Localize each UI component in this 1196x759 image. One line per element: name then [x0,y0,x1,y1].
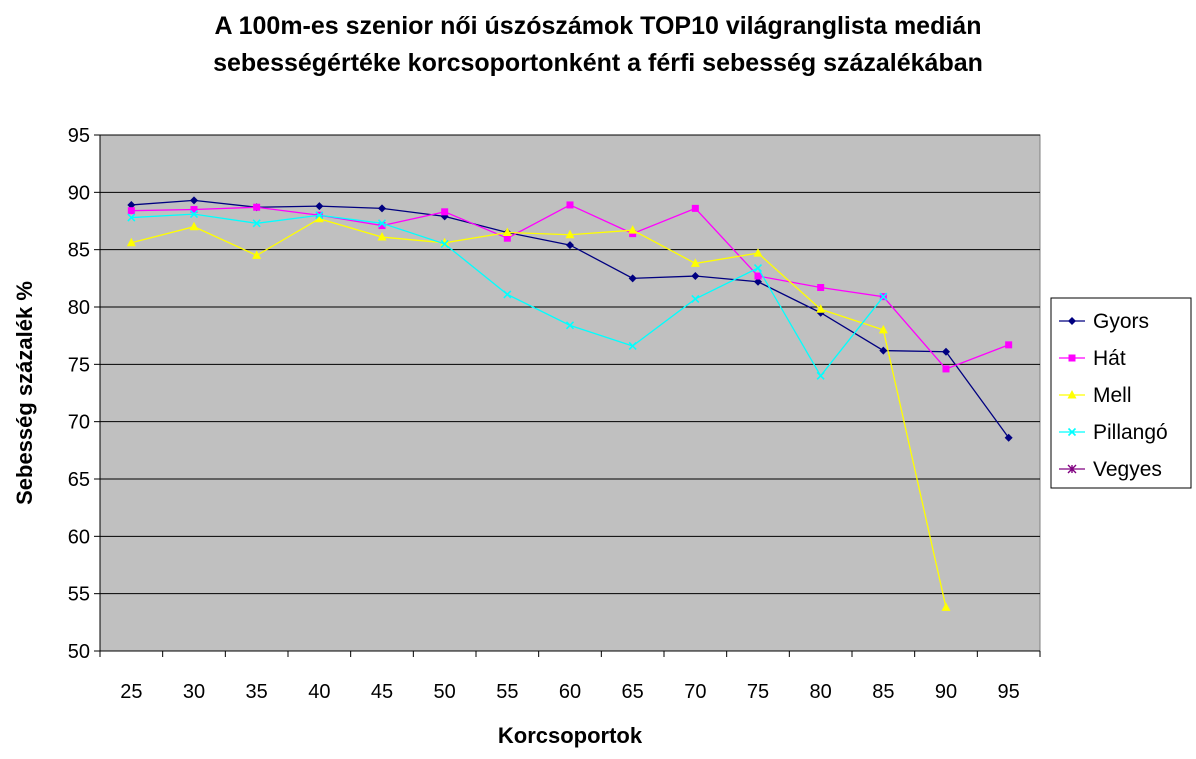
series-mell-point [126,237,136,247]
legend-gyors-point [1068,317,1076,325]
legend-mell-point [1067,390,1077,399]
y-tick-label: 80 [68,297,90,319]
x-tick-label: 60 [559,681,581,703]
series-pillang--point [252,219,261,228]
series-gyors-point [754,277,762,286]
legend-h-t-label: Hát [1093,347,1126,370]
series-gyors-point [127,200,136,209]
series-pillang--point [753,263,763,273]
x-tick-label: 35 [246,681,268,703]
series-pillang--point [879,292,888,301]
series-pillang--point [503,290,512,299]
series-h-t-point [378,222,386,230]
x-tick-label: 65 [622,681,644,703]
series-gyors-point [1004,433,1013,442]
series-mell-point [941,602,951,611]
series-h-t-point [253,203,261,211]
series-mell-line [131,218,947,608]
x-tick-label: 40 [308,681,330,703]
series-mell-point [816,304,826,313]
series-pillang--point [189,210,199,219]
y-tick-label: 65 [68,469,90,491]
series-mell-point [189,221,199,231]
x-tick-label: 70 [684,681,706,703]
y-tick-label: 50 [68,641,90,663]
series-pillang--point [440,239,449,248]
x-tick-label: 85 [872,681,894,703]
x-tick-label: 80 [810,681,832,703]
series-pillang--point [816,371,825,380]
series-h-t-point [503,234,511,242]
x-tick-label: 75 [747,681,769,703]
series-gyors-point [628,274,637,283]
y-tick-label: 55 [68,584,90,606]
chart-title-line-2: sebességértéke korcsoportonként a férfi … [213,49,983,77]
chart-title: A 100m-es szenior női úszószámok TOP10 v… [0,8,1196,82]
series-pillang--point [315,211,324,220]
x-tick-label: 30 [183,681,205,703]
series-pillang--point [691,294,700,304]
series-mell-point [628,225,638,234]
y-tick-label: 60 [68,526,90,548]
y-tick-label: 95 [68,125,90,147]
series-h-t-point [754,272,762,280]
series-pillang--point [628,341,637,351]
legend-h-t-point [1068,354,1076,362]
legend-pillang--point [1067,427,1077,437]
y-tick-label: 90 [68,182,90,204]
series-mell-point [314,213,324,223]
x-tick-label: 90 [935,681,957,703]
x-tick-label: 25 [120,681,142,703]
series-gyors-point [315,202,324,211]
x-axis-label: Korcsoportok [498,723,643,748]
series-h-t-point [942,365,950,373]
series-mell-point [377,232,387,241]
x-tick-label: 45 [371,681,393,703]
y-tick-label: 70 [68,412,90,434]
x-tick-label: 55 [496,681,518,703]
series-h-t-point [1005,341,1013,349]
legend-vegyes-label: Vegyes [1093,458,1162,481]
series-h-t-point [817,284,825,292]
series-h-t-point [566,201,574,209]
series-gyors-point [378,204,386,213]
y-tick-label: 75 [68,354,90,376]
legend-pillang--label: Pillangó [1093,421,1168,444]
series-pillang--point [127,213,136,222]
legend-vegyes-point [1067,464,1077,474]
x-tick-label: 95 [998,681,1020,703]
series-mell-point [252,250,262,259]
series-h-t-point [691,204,699,212]
legend-gyors-label: Gyors [1093,310,1149,333]
x-tick-label: 50 [434,681,456,703]
y-tick-label: 85 [68,240,90,262]
series-gyors-point [566,241,574,250]
series-gyors-point [691,272,700,281]
series-h-t-point [127,207,135,215]
series-mell-point [565,229,575,239]
series-mell-point [753,248,763,257]
series-h-t-point [190,206,198,214]
legend-mell-label: Mell [1093,384,1132,407]
legend [1050,297,1192,489]
series-gyors-point [190,196,198,205]
y-axis-label: Sebesség százalék % [12,281,37,505]
series-mell-point [690,258,700,267]
plot-area [99,134,1041,652]
series-gyors-point [942,347,950,356]
series-mell-point [440,237,450,247]
chart-title-line-1: A 100m-es szenior női úszószámok TOP10 v… [214,12,982,40]
series-h-t-point [441,208,449,216]
series-mell-point [878,324,888,334]
series-pillang--point [565,321,575,330]
series-pillang--point [377,219,387,228]
series-gyors-point [879,346,888,355]
series-mell-point [502,227,512,236]
